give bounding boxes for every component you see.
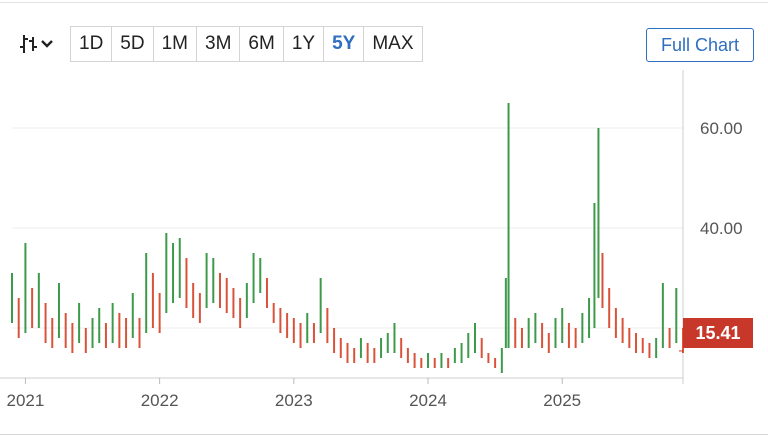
- range-button-5d[interactable]: 5D: [112, 27, 154, 61]
- full-chart-button[interactable]: Full Chart: [646, 28, 754, 62]
- range-button-6m[interactable]: 6M: [240, 27, 284, 61]
- range-button-3m[interactable]: 3M: [197, 27, 241, 61]
- range-button-max[interactable]: MAX: [364, 27, 422, 61]
- last-price-badge: 15.41: [683, 318, 753, 348]
- chart-toolbar: 1D 5D 1M 3M 6M 1Y 5Y MAX: [10, 26, 423, 62]
- x-tick-label: 2024: [409, 391, 447, 410]
- x-tick-label: 2025: [543, 391, 581, 410]
- ohlc-bars-icon: [20, 35, 53, 53]
- x-tick-label: 2021: [7, 391, 45, 410]
- x-tick-label: 2023: [275, 391, 313, 410]
- x-tick-label: 2022: [141, 391, 179, 410]
- range-button-1m[interactable]: 1M: [153, 27, 197, 61]
- range-button-5y[interactable]: 5Y: [324, 27, 365, 61]
- chart-type-selector[interactable]: [10, 26, 62, 62]
- range-button-1y[interactable]: 1Y: [283, 27, 325, 61]
- time-range-selector: 1D 5D 1M 3M 6M 1Y 5Y MAX: [70, 26, 423, 62]
- y-tick-label: 40.00: [700, 219, 743, 238]
- range-button-1d[interactable]: 1D: [71, 27, 113, 61]
- y-tick-label: 60.00: [700, 119, 743, 138]
- chevron-down-icon: [41, 40, 53, 48]
